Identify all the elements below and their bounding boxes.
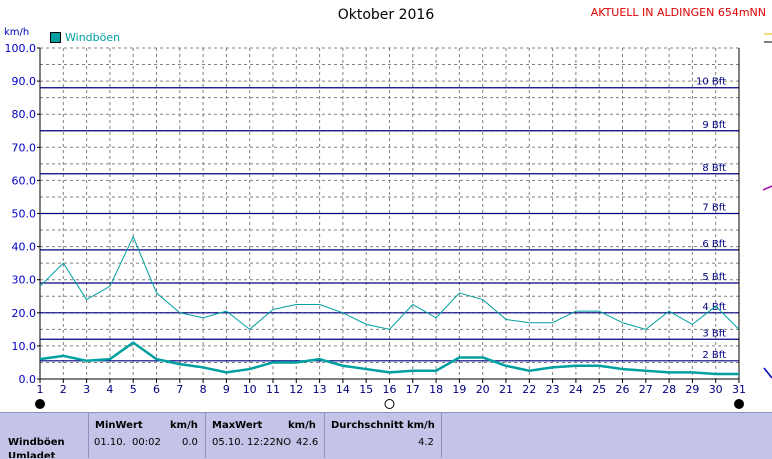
x-tick-label: 28: [662, 383, 676, 396]
max-header: MaxWert: [212, 420, 262, 431]
y-tick-label: 40.0: [12, 241, 37, 254]
min-unit: km/h: [170, 420, 198, 431]
x-tick-label: 5: [130, 383, 137, 396]
station-label: AKTUELL IN ALDINGEN 654mNN: [591, 6, 766, 19]
x-tick-label: 1: [37, 383, 44, 396]
x-tick-label: 12: [289, 383, 303, 396]
x-tick-label: 26: [616, 383, 630, 396]
x-tick-label: 27: [639, 383, 653, 396]
x-tick-label: 10: [243, 383, 257, 396]
y-tick-label: 80.0: [12, 108, 37, 121]
x-tick-label: 23: [546, 383, 560, 396]
x-tick-label: 7: [176, 383, 183, 396]
x-tick-label: 19: [452, 383, 466, 396]
avg-header: Durchschnitt km/h: [331, 420, 435, 431]
y-tick-label: 70.0: [12, 141, 37, 154]
x-tick-label: 6: [153, 383, 160, 396]
beaufort-label: 10 Bft: [696, 77, 726, 88]
y-tick-label: 90.0: [12, 75, 37, 88]
legend-swatch: [50, 32, 61, 43]
x-tick-label: 17: [406, 383, 420, 396]
y-tick-label: 10.0: [12, 340, 37, 353]
legend-label: Windböen: [65, 31, 120, 44]
avg-value: 4.2: [418, 437, 434, 448]
x-tick-label: 14: [336, 383, 350, 396]
x-tick-label: 13: [313, 383, 327, 396]
beaufort-label: 7 Bft: [702, 203, 726, 214]
y-tick-label: 50.0: [12, 208, 37, 221]
x-tick-label: 20: [476, 383, 490, 396]
x-tick-label: 18: [429, 383, 443, 396]
table-divider: [205, 412, 206, 458]
beaufort-label: 6 Bft: [702, 239, 726, 250]
x-tick-label: 25: [592, 383, 606, 396]
beaufort-label: 3 Bft: [702, 328, 726, 339]
min-date: 01.10.: [94, 437, 126, 448]
edge-marks: [742, 0, 772, 410]
min-header: MinWert: [95, 420, 143, 431]
beaufort-label: 8 Bft: [702, 163, 726, 174]
x-tick-label: 4: [106, 383, 113, 396]
beaufort-label: 2 Bft: [702, 350, 726, 361]
day-marker: [385, 400, 394, 409]
row-label: Windböen: [8, 437, 65, 448]
y-tick-label: 100.0: [5, 42, 37, 55]
x-tick-label: 2: [60, 383, 67, 396]
x-tick-label: 15: [359, 383, 373, 396]
max-unit: km/h: [288, 420, 316, 431]
table-divider: [88, 412, 89, 458]
x-tick-label: 24: [569, 383, 583, 396]
min-value: 0.0: [182, 437, 198, 448]
series-line: [40, 343, 739, 374]
tick-labels: 0.0 10.0 20.0 30.0 40.0 50.0 60.0 70.0 80.0 90.0 1…: [5, 42, 747, 396]
y-tick-label: 30.0: [12, 274, 37, 287]
legend: Windböen: [50, 31, 120, 44]
y-tick-label: 0.0: [19, 373, 37, 386]
y-tick-label: 60.0: [12, 174, 37, 187]
x-tick-label: 21: [499, 383, 513, 396]
max-value: 42.6: [296, 437, 318, 448]
row-label-cut: Umladet: [8, 451, 55, 458]
x-tick-label: 11: [266, 383, 280, 396]
x-tick-label: 3: [83, 383, 90, 396]
x-tick-label: 22: [522, 383, 536, 396]
table-divider: [441, 412, 442, 458]
x-tick-label: 9: [223, 383, 230, 396]
x-tick-label: 16: [383, 383, 397, 396]
beaufort-label: 5 Bft: [702, 272, 726, 283]
y-unit-label: km/h: [4, 27, 29, 38]
x-tick-label: 29: [685, 383, 699, 396]
max-datetime: 05.10. 12:22NO: [212, 437, 291, 448]
y-tick-label: 20.0: [12, 307, 37, 320]
series-lines: [40, 237, 739, 374]
table-divider: [324, 412, 325, 458]
min-time: 00:02: [132, 437, 161, 448]
x-tick-label: 30: [709, 383, 723, 396]
x-tick-label: 8: [200, 383, 207, 396]
beaufort-label: 9 Bft: [702, 120, 726, 131]
day-marker: [36, 400, 45, 409]
